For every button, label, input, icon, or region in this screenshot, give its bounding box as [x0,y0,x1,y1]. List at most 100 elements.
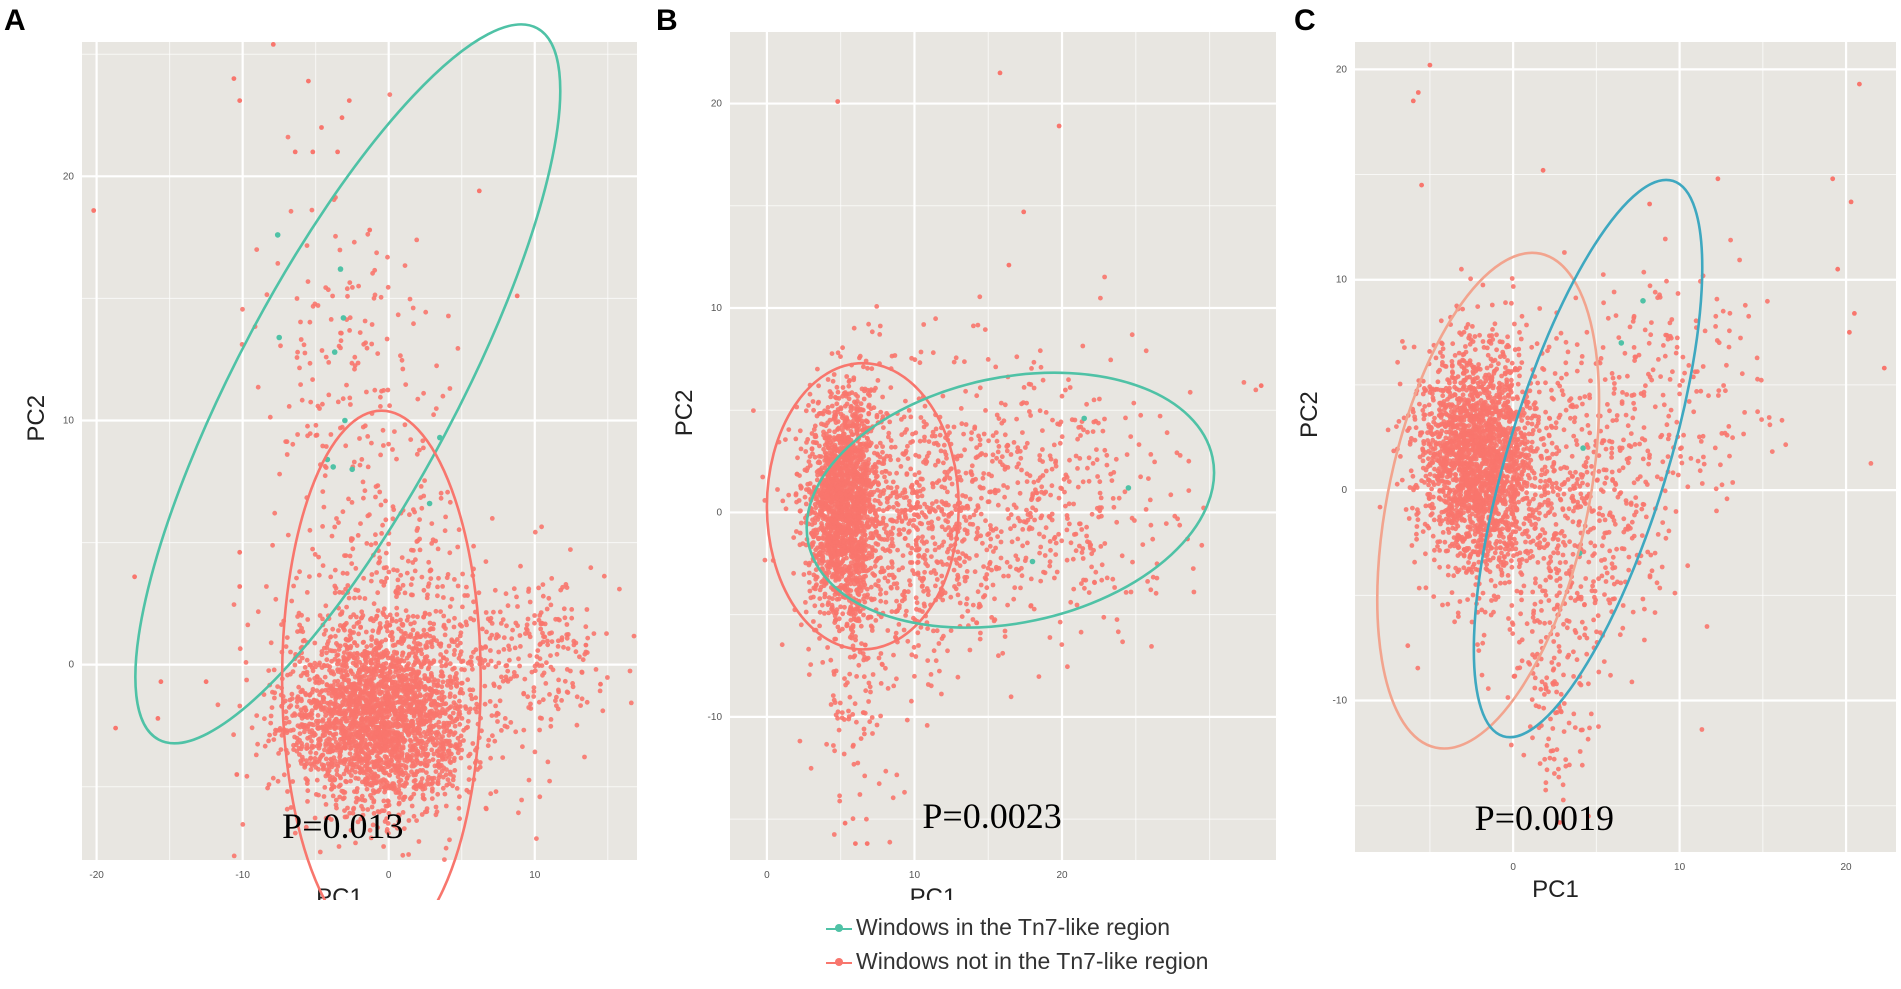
data-point [339,730,344,736]
data-point [821,446,826,452]
data-point [297,659,303,664]
data-point [353,769,358,775]
data-point [341,739,347,745]
data-point [565,646,571,651]
data-point [510,627,515,633]
data-point [834,384,840,390]
data-point [545,642,551,648]
data-point [579,669,585,675]
data-point [450,710,456,716]
data-point [464,584,469,590]
data-point [396,750,401,755]
y-tick-label: 10 [63,415,75,426]
data-point [303,670,308,676]
data-point [831,438,836,443]
data-point [835,514,840,520]
data-point [365,703,370,708]
data-point [537,715,543,721]
data-point [404,570,410,576]
data-point [421,730,427,735]
data-point [855,409,860,414]
data-point [316,792,321,798]
data-point [380,696,385,701]
data-point [308,711,314,716]
data-point [815,400,821,406]
data-point [155,716,161,721]
data-point [496,660,502,666]
data-point [366,731,372,737]
data-point [412,778,418,783]
data-point [864,435,870,441]
data-point [385,628,390,634]
data-point [368,678,374,684]
data-point [418,712,423,718]
data-point [392,764,398,769]
data-point [373,532,378,538]
data-point [323,603,329,609]
data-point [325,641,330,647]
data-point [390,643,396,648]
data-point [548,602,554,608]
data-point [582,754,587,760]
data-point [358,521,363,526]
data-point [421,587,427,593]
data-point [417,783,422,788]
data-point [370,743,375,749]
data-point [477,760,483,765]
data-point [795,455,800,461]
data-point [391,686,397,692]
data-point [384,653,390,658]
data-point [353,756,359,762]
data-point [496,633,501,639]
data-point [424,806,430,811]
data-point [408,676,414,682]
data-point [288,649,293,655]
data-point [507,647,512,652]
data-point [323,285,329,290]
data-point [832,613,838,619]
data-point [474,701,480,707]
data-point [401,658,407,664]
data-point [308,767,314,772]
data-point [831,416,837,422]
data-point [527,653,533,658]
data-point [284,452,290,457]
data-point [305,788,311,794]
data-point [359,457,365,462]
data-point [329,533,335,539]
data-point [411,507,416,512]
data-point [316,572,322,578]
data-point [508,720,514,725]
data-point [393,618,399,624]
data-point [400,582,406,588]
p-value-annotation: P=0.013 [282,806,403,846]
data-point [381,565,387,571]
data-point [396,819,402,824]
data-point [419,812,425,817]
data-point [866,498,872,503]
data-point [411,791,417,797]
data-point [430,737,436,742]
data-point [455,544,461,550]
data-point [446,618,452,624]
data-point [543,681,549,686]
x-axis-title: PC1 [910,884,957,900]
data-point [335,149,340,155]
data-point [368,542,374,548]
data-point [860,449,865,455]
data-point [255,609,261,615]
data-point [395,684,401,689]
data-point [351,612,356,617]
data-point [419,776,425,781]
data-point [418,733,424,739]
data-point [324,650,329,656]
data-point [415,538,421,544]
data-point [387,622,393,628]
data-point [303,824,309,830]
data-point [334,772,340,777]
data-point [382,784,388,790]
data-point [327,648,333,653]
data-point [323,444,329,449]
data-point [429,521,435,526]
